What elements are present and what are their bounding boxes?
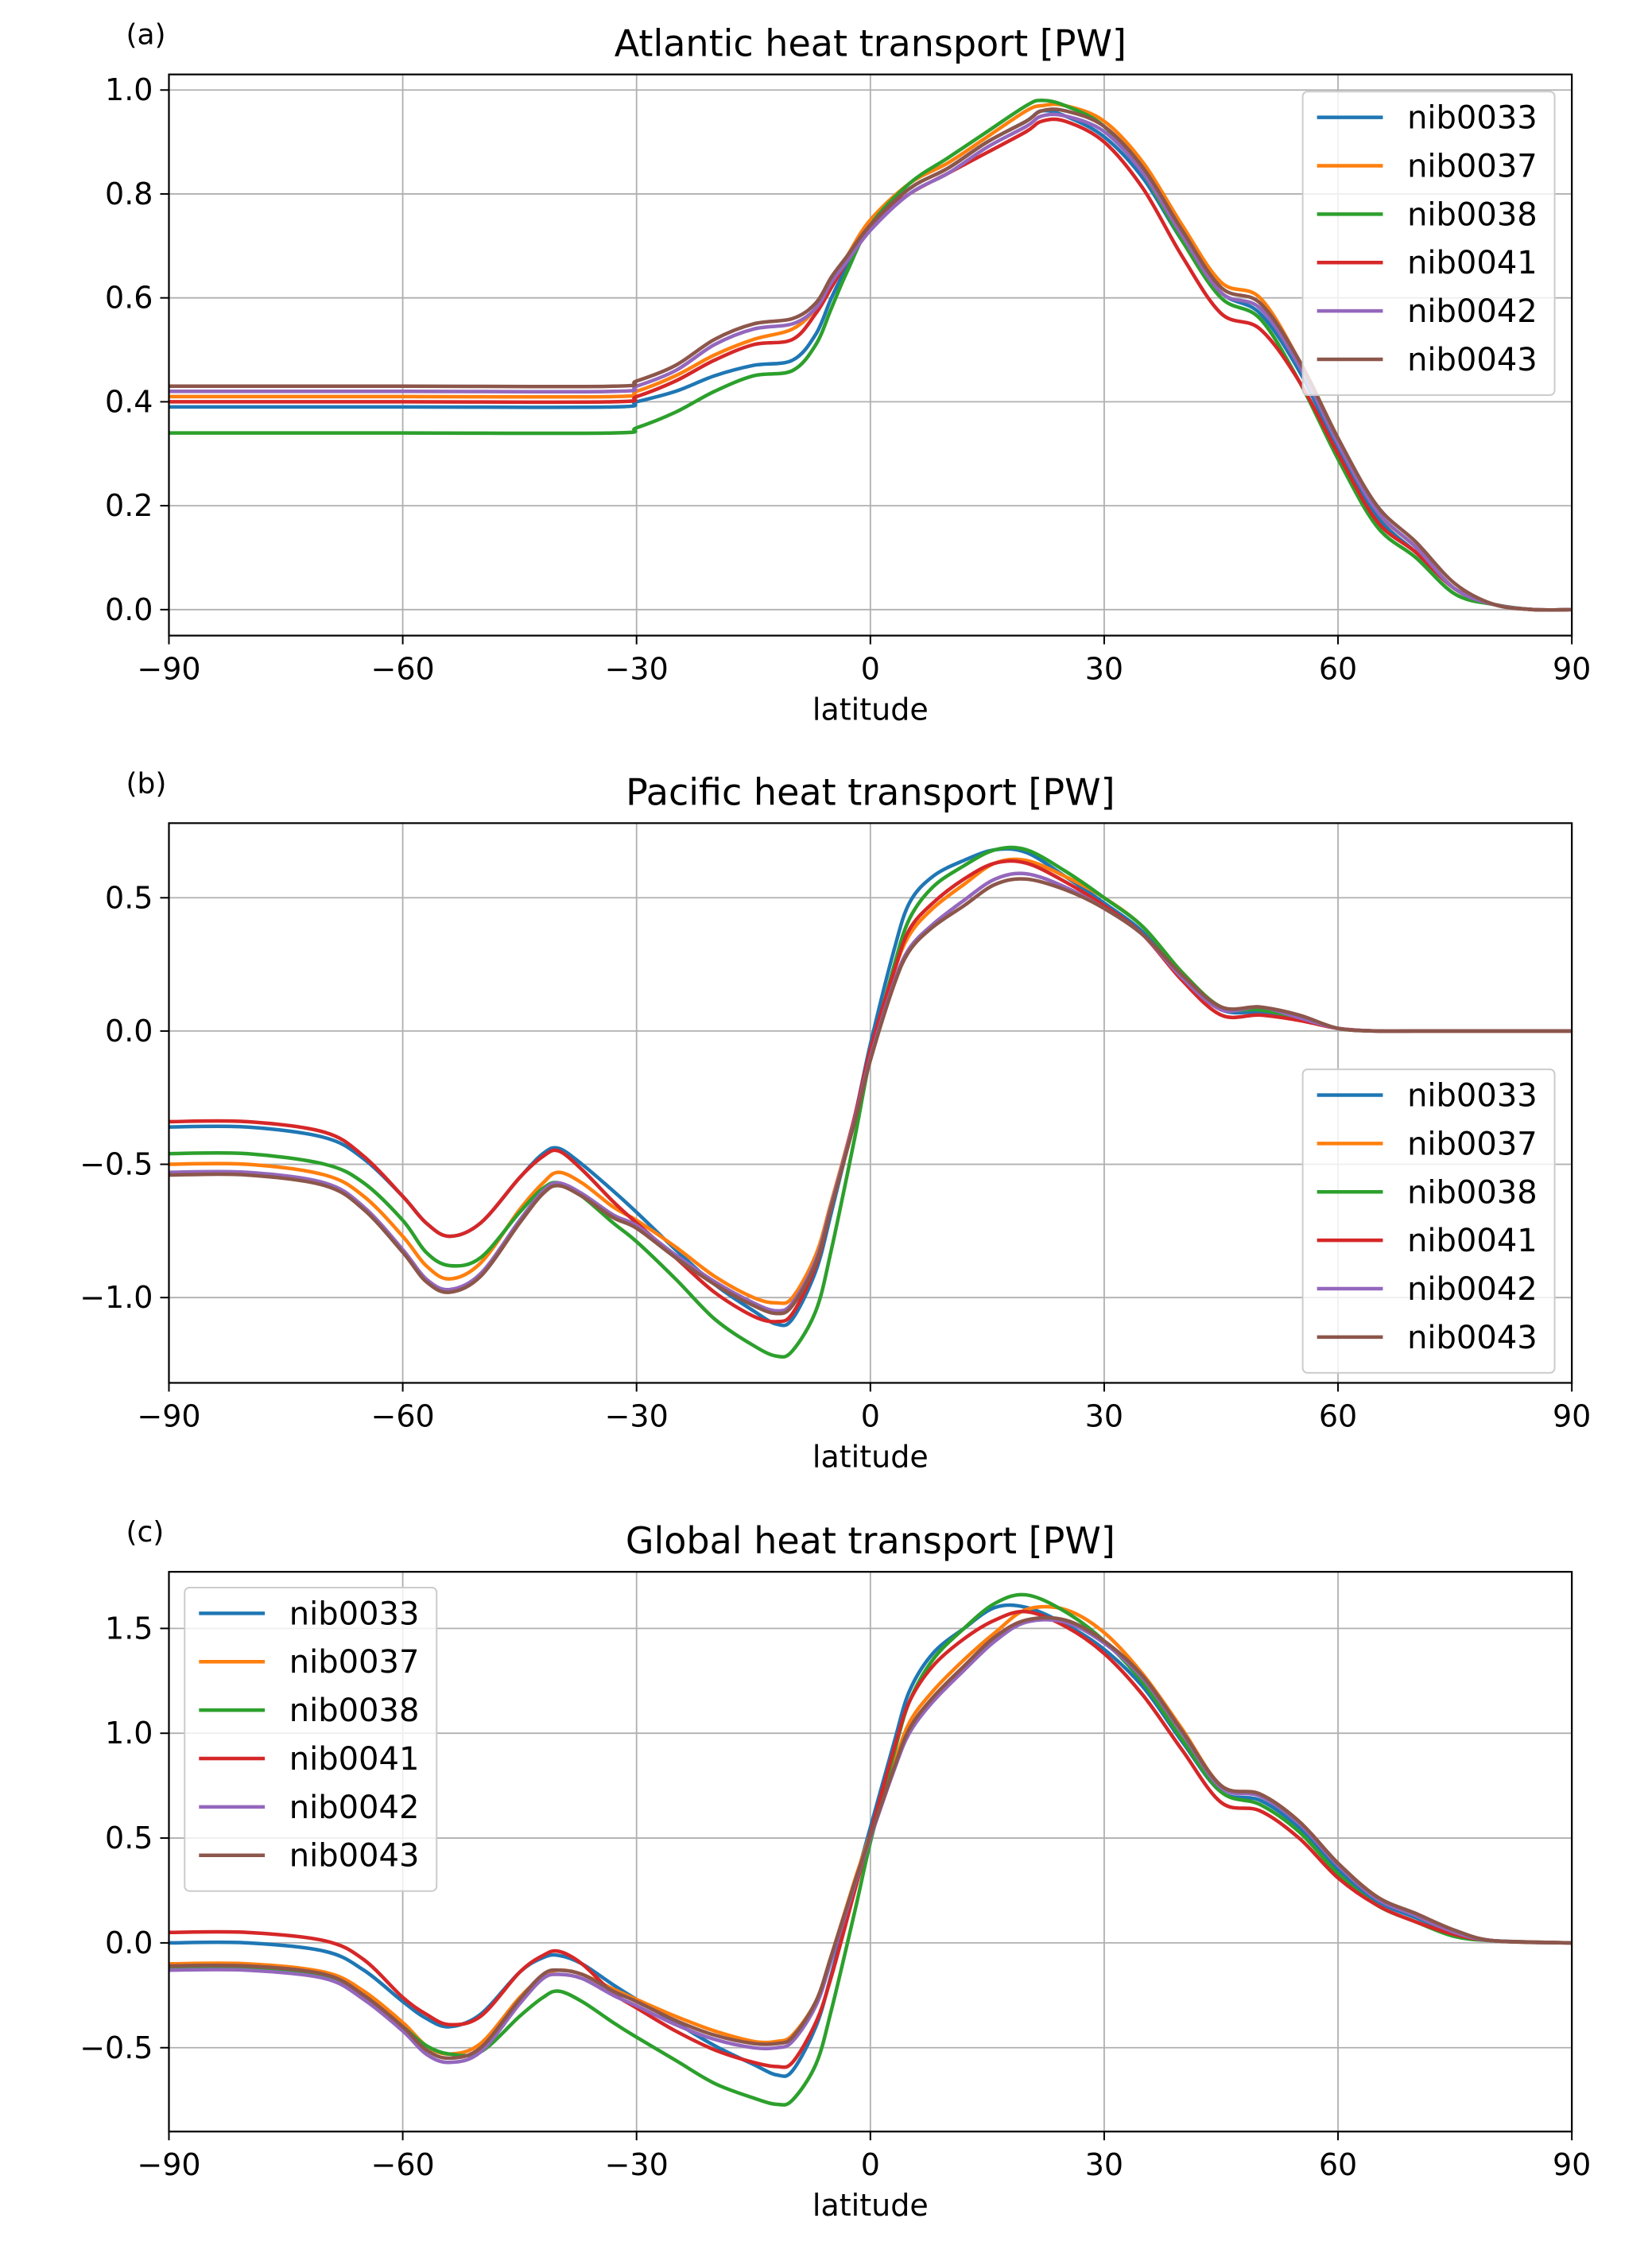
x-tick-label: 0 — [861, 1398, 880, 1433]
y-tick-label: 1.5 — [105, 1611, 153, 1646]
x-tick-label: −60 — [370, 652, 434, 687]
chart-panel-1: −90 −60 −30 0 30 60 90 −1.0 −0.5 0.0 0.5 latitude Pa… — [79, 767, 1591, 1474]
x-tick-label: 30 — [1085, 1398, 1123, 1433]
panel-label: (c) — [126, 1516, 164, 1549]
legend-label-nib0037: nib0037 — [1407, 1126, 1538, 1162]
x-axis-label: latitude — [812, 692, 929, 727]
y-tick-label: 0.2 — [105, 488, 153, 523]
series-line-nib0043 — [169, 877, 1573, 1316]
x-tick-label: −90 — [137, 652, 200, 687]
legend-label-nib0043: nib0043 — [1407, 342, 1538, 378]
legend-label-nib0042: nib0042 — [1407, 293, 1538, 330]
y-tick-label: 0.0 — [105, 1925, 153, 1960]
x-tick-label: −30 — [605, 1398, 669, 1433]
chart-title: Atlantic heat transport [PW] — [615, 22, 1127, 65]
axes-frame — [168, 822, 1573, 1384]
y-tick-label: 0.6 — [105, 281, 153, 316]
legend-label-nib0043: nib0043 — [289, 1838, 420, 1875]
legend-label-nib0042: nib0042 — [289, 1790, 420, 1826]
legend-label-nib0041: nib0041 — [1407, 1223, 1538, 1259]
x-tick-label: 90 — [1553, 1398, 1591, 1433]
x-tick-label: 30 — [1085, 652, 1123, 687]
x-tick-label: −60 — [370, 2147, 434, 2182]
x-axis-label: latitude — [812, 1439, 929, 1474]
chart-title: Global heat transport [PW] — [626, 1519, 1115, 1562]
panel-label: (b) — [126, 767, 166, 800]
x-tick-label: −60 — [370, 1398, 434, 1433]
series-lines-1 — [169, 845, 1573, 1359]
x-tick-label: −30 — [605, 652, 669, 687]
chart-panel-0: −90 −60 −30 0 30 60 90 0.0 0.2 0.4 0.6 0.8 1.0 latitu… — [105, 19, 1591, 727]
legend-label-nib0033: nib0033 — [289, 1596, 420, 1632]
chart-panel-2: −90 −60 −30 0 30 60 90 −0.5 0.0 0.5 1.0 1.5 latitude… — [79, 1516, 1591, 2223]
legend-label-nib0037: nib0037 — [289, 1644, 420, 1681]
y-tick-label: 1.0 — [105, 72, 153, 107]
y-tick-label: −1.0 — [79, 1280, 153, 1315]
series-lines-0 — [169, 99, 1573, 612]
panel-label: (a) — [126, 19, 165, 52]
series-line-nib0043 — [169, 107, 1573, 612]
y-tick-label: −0.5 — [79, 2030, 153, 2065]
y-tick-label: −0.5 — [79, 1147, 153, 1182]
legend-label-nib0041: nib0041 — [289, 1741, 420, 1778]
series-lines-2 — [169, 1592, 1573, 2107]
x-tick-label: 30 — [1085, 2147, 1123, 2182]
y-tick-label: 0.5 — [105, 1821, 153, 1856]
legend-label-nib0037: nib0037 — [1407, 149, 1538, 185]
legend-label-nib0041: nib0041 — [1407, 245, 1538, 281]
x-tick-label: 0 — [861, 2147, 880, 2182]
legend-2: nib0033 nib0037 nib0038 nib0041 nib0042 nib00… — [184, 1586, 438, 1892]
legend-label-nib0038: nib0038 — [1407, 1174, 1538, 1211]
legend-label-nib0038: nib0038 — [1407, 196, 1538, 233]
y-tick-label: 0.4 — [105, 384, 153, 419]
series-line-nib0043 — [169, 1615, 1573, 2061]
legend-label-nib0033: nib0033 — [1407, 100, 1538, 137]
legend-0: nib0033 nib0037 nib0038 nib0041 nib0042 nib00… — [1301, 91, 1556, 396]
series-line-nib0041 — [169, 117, 1573, 612]
y-tick-label: 0.5 — [105, 880, 153, 915]
x-tick-label: −30 — [605, 2147, 669, 2182]
chart-title: Pacific heat transport [PW] — [626, 770, 1115, 813]
legend-label-nib0042: nib0042 — [1407, 1271, 1538, 1308]
series-line-nib0038 — [169, 99, 1573, 612]
legend-label-nib0038: nib0038 — [289, 1693, 420, 1729]
y-tick-label: 0.8 — [105, 176, 153, 211]
x-tick-label: 60 — [1319, 2147, 1357, 2182]
y-tick-label: 0.0 — [105, 1014, 153, 1049]
legend-1: nib0033 nib0037 nib0038 nib0041 nib0042 nib00… — [1301, 1068, 1556, 1374]
legend-label-nib0043: nib0043 — [1407, 1320, 1538, 1356]
x-tick-label: −90 — [137, 1398, 200, 1433]
x-axis-label: latitude — [812, 2188, 929, 2223]
series-line-nib0041 — [169, 1609, 1573, 2069]
y-tick-label: 0.0 — [105, 592, 153, 627]
series-line-nib0042 — [169, 112, 1573, 612]
x-tick-label: 60 — [1319, 652, 1357, 687]
x-tick-label: 0 — [861, 652, 880, 687]
y-tick-label: 1.0 — [105, 1716, 153, 1751]
x-tick-label: −90 — [137, 2147, 200, 2182]
x-tick-label: 90 — [1553, 2147, 1591, 2182]
legend-label-nib0033: nib0033 — [1407, 1078, 1538, 1115]
x-tick-label: 60 — [1319, 1398, 1357, 1433]
x-tick-label: 90 — [1553, 652, 1591, 687]
